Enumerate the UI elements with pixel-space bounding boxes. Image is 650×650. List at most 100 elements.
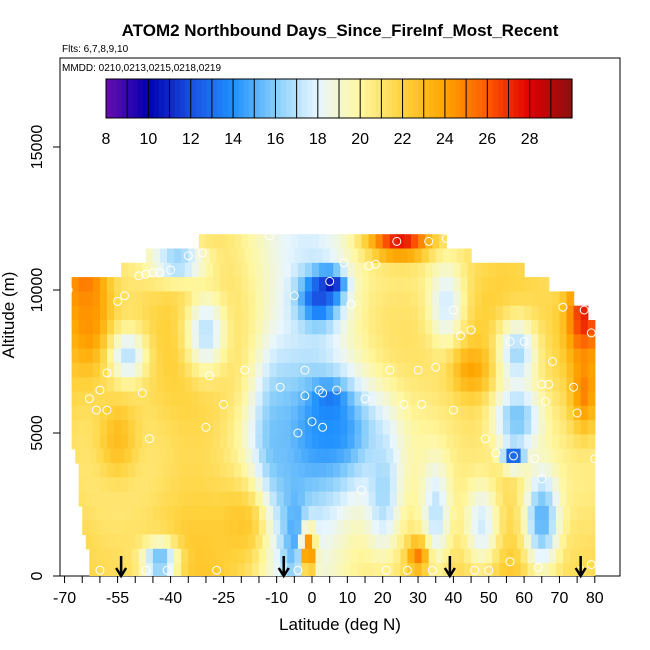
heatmap-cell: [510, 434, 518, 450]
heatmap-cell: [467, 277, 476, 292]
heatmap-cell: [156, 434, 165, 450]
heatmap-cell: [471, 448, 479, 464]
heatmap-cell: [312, 348, 320, 364]
heatmap-cell: [587, 320, 596, 335]
heatmap-cell: [488, 348, 497, 364]
heatmap-cell: [453, 348, 462, 364]
observation-point: [381, 565, 391, 575]
heatmap-cell: [587, 434, 596, 450]
heatmap-cell: [269, 334, 278, 350]
heatmap-cell: [555, 548, 564, 564]
heatmap-cell: [453, 291, 462, 307]
heatmap-cell: [99, 463, 108, 478]
heatmap-cell: [389, 534, 398, 550]
heatmap-cell: [552, 491, 561, 507]
heatmap-cell: [149, 334, 158, 350]
heatmap-cell: [432, 434, 440, 450]
colorbar-segment: [402, 79, 409, 118]
heatmap-cell: [591, 505, 596, 521]
heatmap-cell: [230, 248, 239, 264]
heatmap-cell: [177, 391, 186, 407]
heatmap-cell: [198, 362, 207, 378]
heatmap-cell: [453, 320, 462, 335]
heatmap-cell: [167, 448, 175, 464]
heatmap-cell: [552, 377, 561, 393]
heatmap-cell: [156, 362, 165, 378]
heatmap-cell: [276, 234, 285, 250]
heatmap-cell: [375, 291, 384, 307]
heatmap-cell: [241, 234, 249, 250]
heatmap-cell: [177, 491, 186, 507]
heatmap-cell: [89, 548, 97, 564]
heatmap-cell: [276, 420, 285, 435]
heatmap-cell: [227, 262, 235, 278]
heatmap-cell: [290, 305, 299, 321]
heatmap-cell: [446, 405, 454, 421]
heatmap-cell: [237, 563, 246, 576]
heatmap-cell: [439, 463, 447, 478]
colorbar-segment: [280, 79, 287, 118]
heatmap-cell: [156, 391, 165, 407]
heatmap-cell: [439, 420, 447, 435]
heatmap-cell: [471, 505, 479, 521]
heatmap-cell: [213, 305, 221, 321]
colorbar-segment: [307, 79, 314, 118]
heatmap-cell: [266, 563, 274, 576]
heatmap-cell: [149, 434, 158, 450]
heatmap-cell: [191, 305, 200, 321]
heatmap-cell: [128, 305, 136, 321]
heatmap-cell: [99, 491, 108, 507]
heatmap-cell: [432, 420, 440, 435]
heatmap-cell: [365, 548, 373, 564]
heatmap-cell: [520, 505, 529, 521]
heatmap-cell: [312, 320, 320, 335]
heatmap-cell: [591, 520, 596, 536]
heatmap-cell: [531, 348, 539, 364]
heatmap-cell: [304, 391, 313, 407]
heatmap-cell: [382, 320, 391, 335]
heatmap-cell: [577, 505, 585, 521]
heatmap-cell: [149, 405, 158, 421]
heatmap-cell: [280, 505, 288, 521]
heatmap-cell: [297, 491, 306, 507]
heatmap-cell: [269, 534, 278, 550]
heatmap-cell: [107, 291, 115, 307]
heatmap-cell: [471, 520, 479, 536]
heatmap-cell: [273, 505, 281, 521]
heatmap-cell: [517, 434, 525, 450]
x-tick-label: 80: [586, 590, 604, 607]
heatmap-cell: [411, 463, 419, 478]
heatmap-cell: [322, 548, 331, 564]
heatmap-cell: [149, 377, 158, 393]
heatmap-cell: [510, 348, 518, 364]
observation-point: [212, 565, 222, 575]
heatmap-cell: [361, 348, 370, 364]
heatmap-cell: [375, 234, 384, 250]
heatmap-cell: [237, 548, 246, 564]
heatmap-cell: [128, 534, 136, 550]
heatmap-cell: [513, 520, 522, 536]
heatmap-cell: [142, 491, 150, 507]
heatmap-cell: [255, 277, 264, 292]
heatmap-cell: [326, 320, 334, 335]
heatmap-cell: [524, 534, 532, 550]
heatmap-cell: [71, 377, 80, 393]
heatmap-cell: [520, 563, 529, 576]
heatmap-cell: [382, 405, 391, 421]
heatmap-cell: [191, 377, 200, 393]
observation-point: [484, 565, 494, 575]
heatmap-cell: [566, 434, 575, 450]
heatmap-cell: [117, 448, 126, 464]
heatmap-cell: [407, 548, 416, 564]
heatmap-cell: [128, 362, 136, 378]
heatmap-cell: [403, 491, 412, 507]
heatmap-cell: [421, 448, 430, 464]
heatmap-cell: [502, 291, 511, 307]
heatmap-cell: [382, 334, 391, 350]
heatmap-cell: [354, 277, 363, 292]
heatmap-cell: [290, 477, 299, 493]
colorbar-segment: [317, 79, 324, 118]
heatmap-cell: [234, 320, 242, 335]
heatmap-cell: [456, 548, 465, 564]
heatmap-cell: [191, 320, 200, 335]
